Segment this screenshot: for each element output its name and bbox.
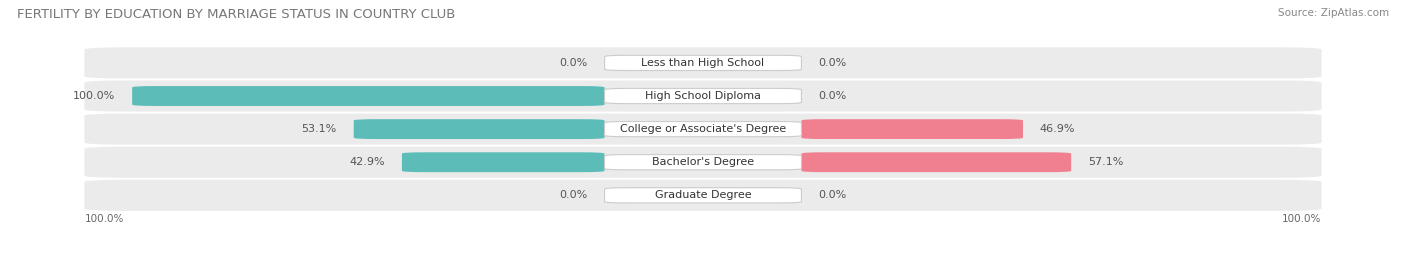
Text: Source: ZipAtlas.com: Source: ZipAtlas.com — [1278, 8, 1389, 18]
FancyBboxPatch shape — [84, 80, 1322, 112]
FancyBboxPatch shape — [605, 155, 801, 170]
Text: Less than High School: Less than High School — [641, 58, 765, 68]
FancyBboxPatch shape — [605, 122, 801, 137]
Text: Bachelor's Degree: Bachelor's Degree — [652, 157, 754, 167]
FancyBboxPatch shape — [801, 119, 1024, 139]
Text: 100.0%: 100.0% — [73, 91, 115, 101]
Text: 0.0%: 0.0% — [560, 58, 588, 68]
FancyBboxPatch shape — [84, 114, 1322, 145]
FancyBboxPatch shape — [605, 89, 801, 104]
Text: 0.0%: 0.0% — [818, 91, 846, 101]
FancyBboxPatch shape — [84, 147, 1322, 178]
Text: 46.9%: 46.9% — [1040, 124, 1076, 134]
Text: Graduate Degree: Graduate Degree — [655, 190, 751, 200]
Text: FERTILITY BY EDUCATION BY MARRIAGE STATUS IN COUNTRY CLUB: FERTILITY BY EDUCATION BY MARRIAGE STATU… — [17, 8, 456, 21]
Text: 42.9%: 42.9% — [350, 157, 385, 167]
Text: 53.1%: 53.1% — [302, 124, 337, 134]
Text: 57.1%: 57.1% — [1088, 157, 1123, 167]
FancyBboxPatch shape — [605, 55, 801, 70]
FancyBboxPatch shape — [354, 119, 605, 139]
FancyBboxPatch shape — [84, 180, 1322, 211]
Text: High School Diploma: High School Diploma — [645, 91, 761, 101]
Text: 0.0%: 0.0% — [818, 190, 846, 200]
FancyBboxPatch shape — [84, 47, 1322, 79]
FancyBboxPatch shape — [132, 86, 605, 106]
FancyBboxPatch shape — [402, 152, 605, 172]
FancyBboxPatch shape — [605, 188, 801, 203]
FancyBboxPatch shape — [801, 152, 1071, 172]
Text: 100.0%: 100.0% — [1282, 214, 1322, 224]
Text: 100.0%: 100.0% — [84, 214, 124, 224]
Text: 0.0%: 0.0% — [560, 190, 588, 200]
Text: 0.0%: 0.0% — [818, 58, 846, 68]
Text: College or Associate's Degree: College or Associate's Degree — [620, 124, 786, 134]
